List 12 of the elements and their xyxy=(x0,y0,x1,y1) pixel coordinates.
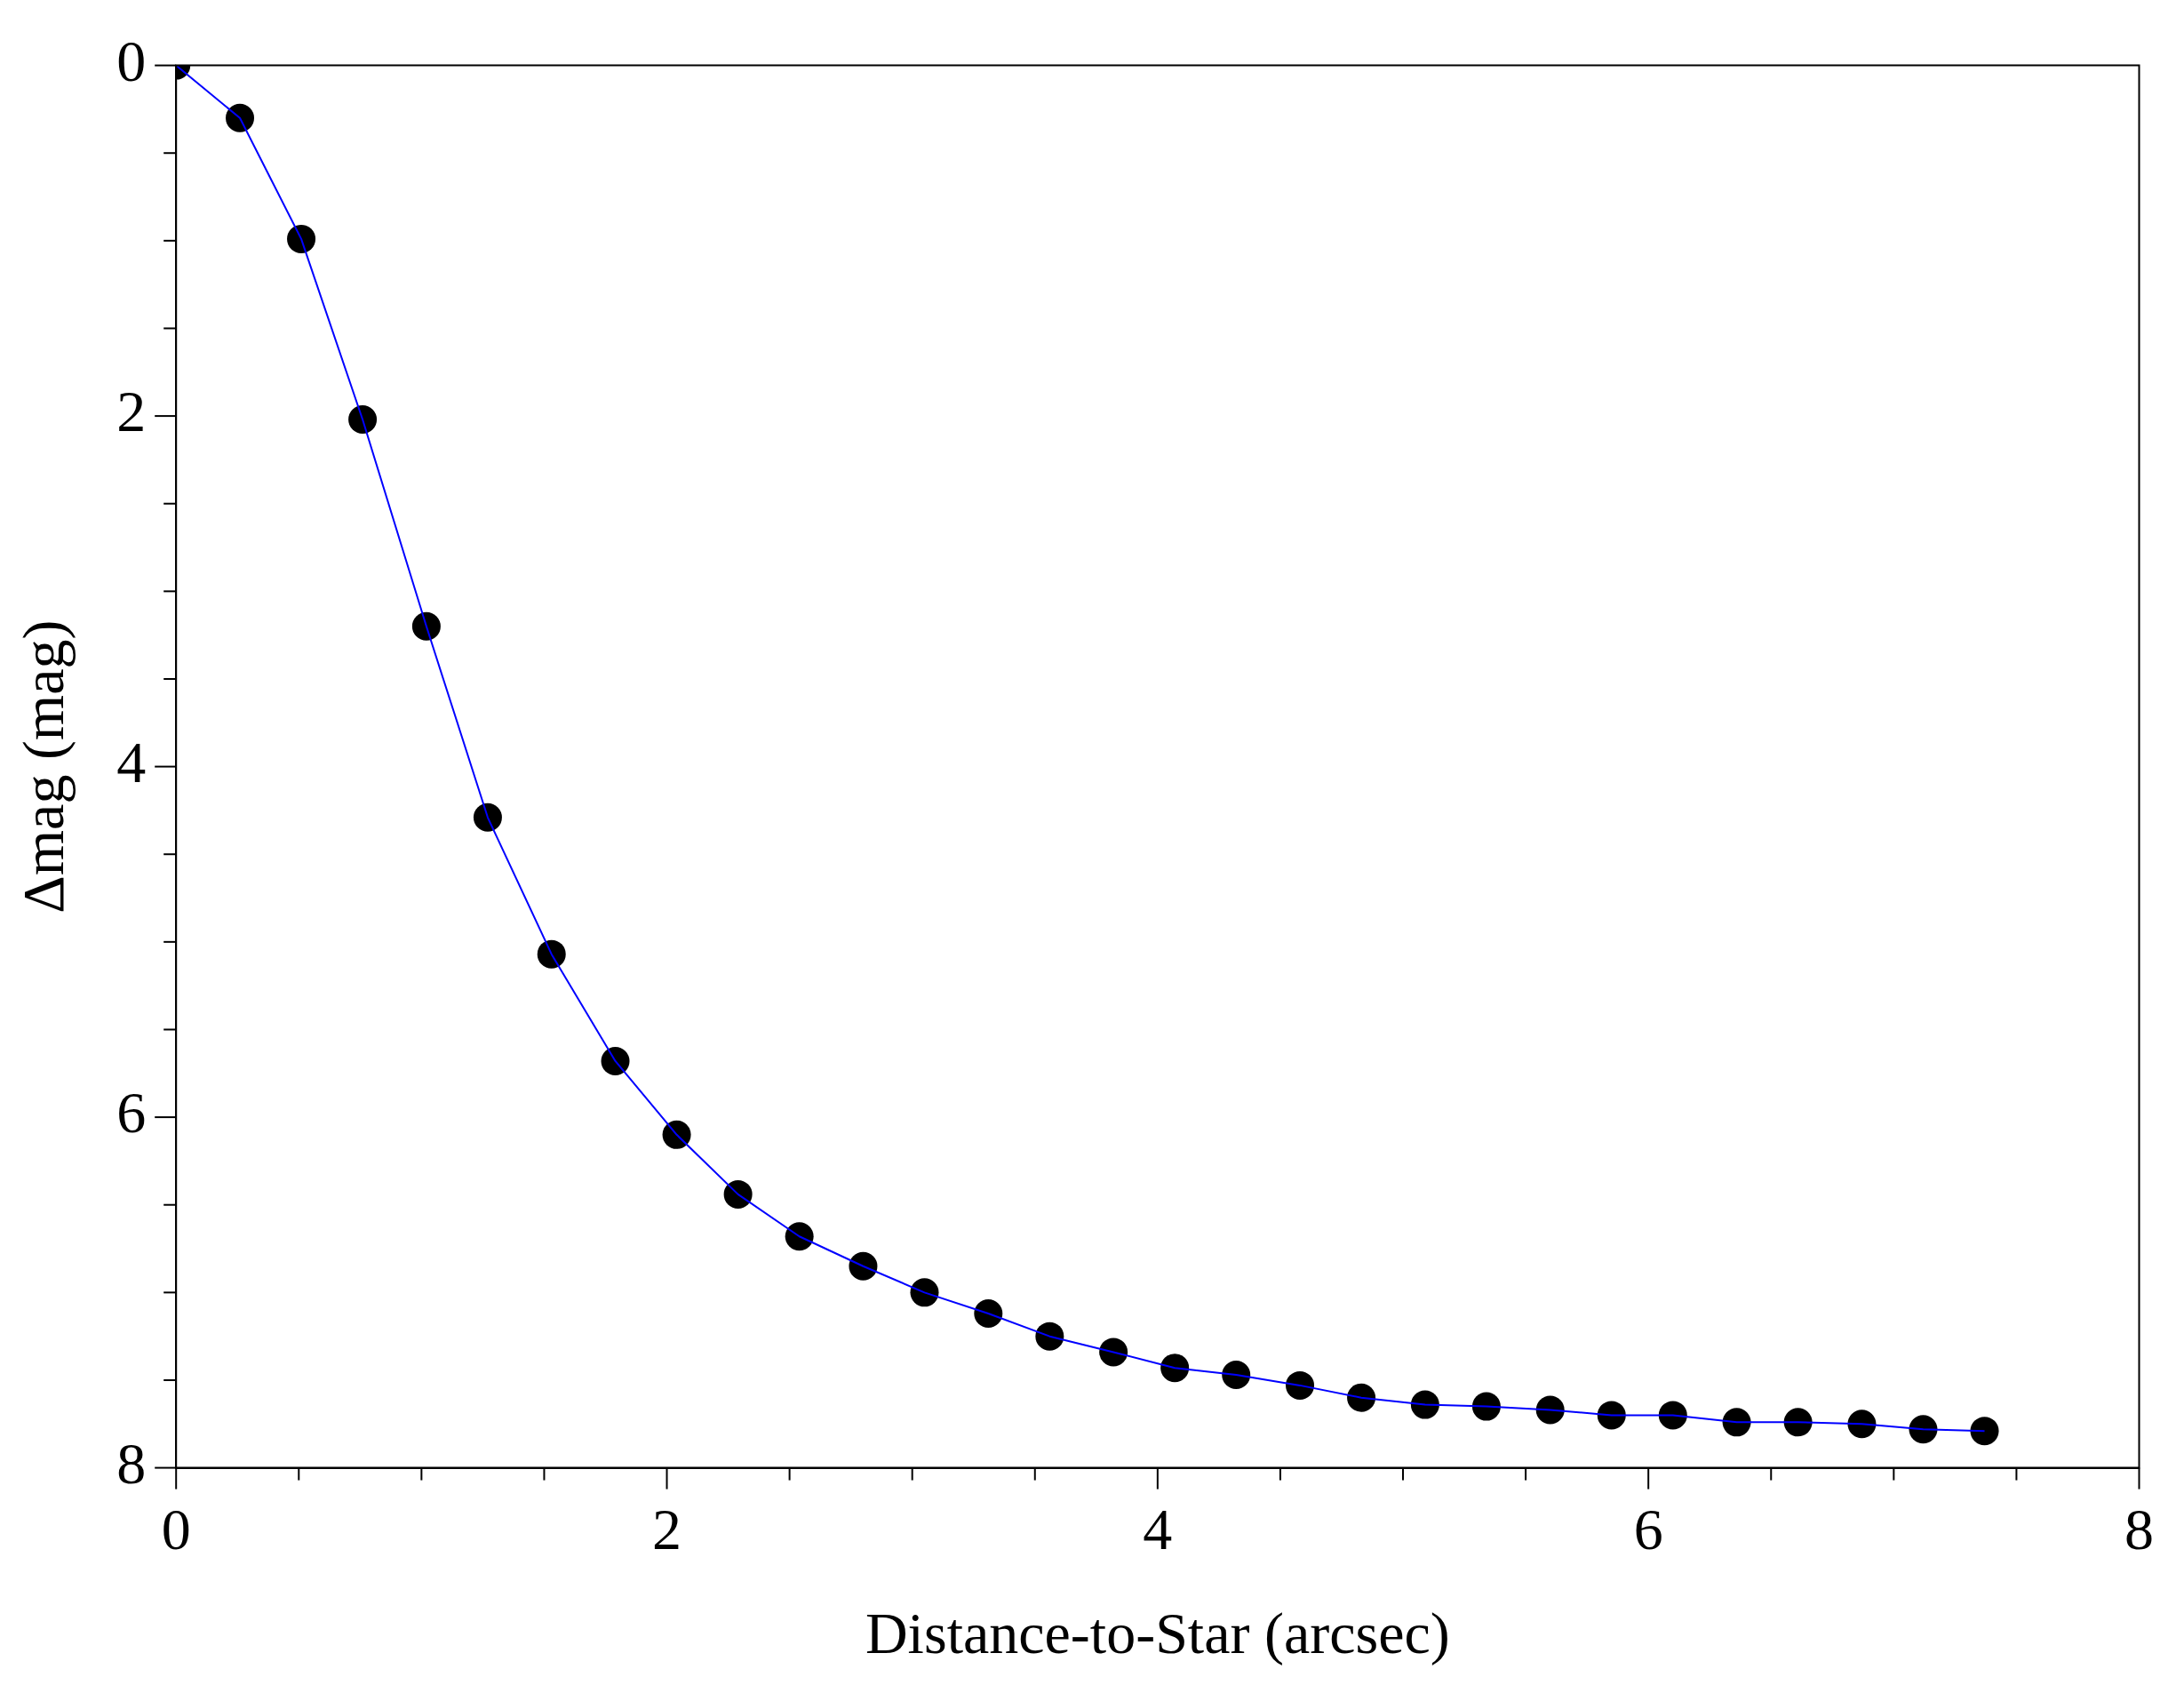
y-axis-title: Δmag (mag) xyxy=(10,619,76,914)
x-tick-label: 0 xyxy=(161,1496,191,1561)
y-tick-label: 8 xyxy=(116,1430,147,1496)
x-axis-title: Distance-to-Star (arcsec) xyxy=(865,1600,1450,1666)
x-tick-label: 8 xyxy=(2124,1496,2154,1561)
y-tick-label: 0 xyxy=(116,28,147,93)
x-tick-label: 4 xyxy=(1143,1496,1173,1561)
y-tick-label: 4 xyxy=(116,729,147,795)
x-tick-label: 6 xyxy=(1633,1496,1663,1561)
y-tick-label: 2 xyxy=(116,379,147,444)
y-tick-label: 6 xyxy=(116,1080,147,1146)
x-tick-label: 2 xyxy=(652,1496,682,1561)
